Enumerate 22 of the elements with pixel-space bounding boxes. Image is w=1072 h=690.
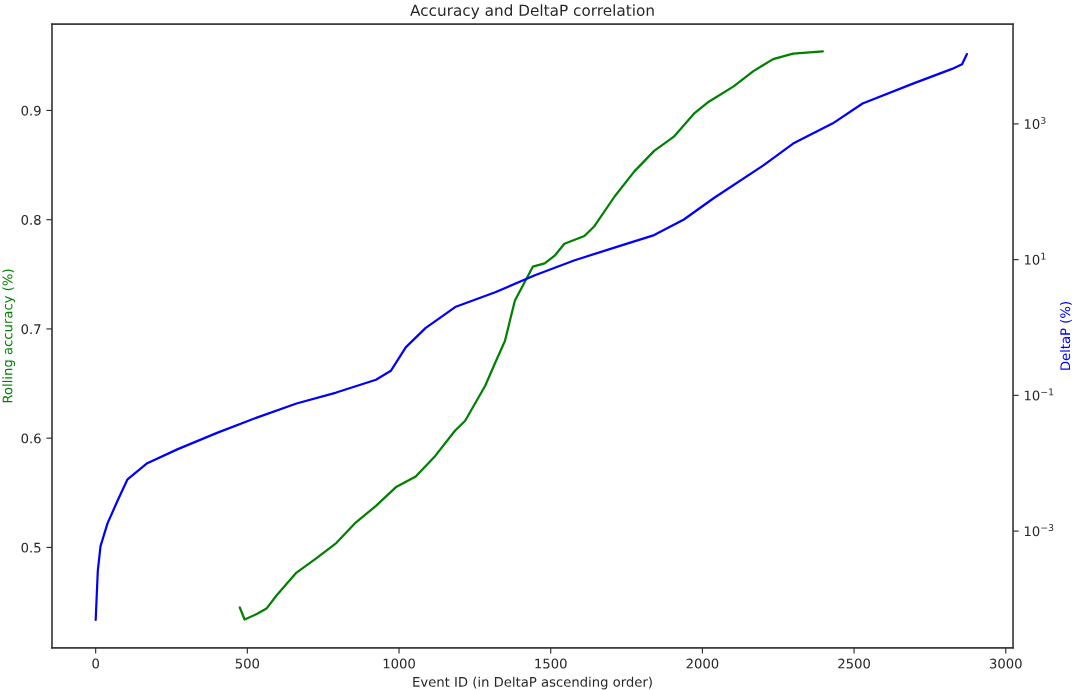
x-tick-label: 2000: [686, 658, 719, 669]
line-series: [94, 52, 969, 622]
x-tick-label: 2500: [838, 658, 870, 669]
y-tick-label: 0.7: [21, 324, 41, 335]
y-tick-label: 0.9: [21, 105, 41, 116]
x-tick-label: 500: [235, 658, 260, 669]
x-tick-label: 1500: [535, 658, 567, 669]
y2-tick-label: 10$^{−3}$: [1024, 524, 1054, 537]
y-tick-label: 0.5: [21, 542, 41, 553]
y2-tick-label: 10$^{1}$: [1024, 252, 1046, 265]
y-tick-label: 0.8: [21, 214, 41, 225]
x-tick-label: 1000: [383, 658, 415, 669]
y-tick-label: 0.6: [21, 433, 41, 444]
x-tick-label: 0: [92, 658, 99, 669]
y-axis-title: Rolling accuracy (%): [2, 269, 16, 403]
x-tick-label: 3000: [989, 658, 1022, 669]
line-series: [238, 50, 824, 621]
y2-axis-title: DeltaP (%): [1060, 302, 1072, 370]
y2-tick-label: 10$^{3}$: [1024, 116, 1046, 129]
chart-title: Accuracy and DeltaP correlation: [410, 4, 654, 19]
y2-tick-label: 10$^{−1}$: [1024, 388, 1054, 401]
x-axis-title: Event ID (in DeltaP ascending order): [413, 676, 652, 690]
